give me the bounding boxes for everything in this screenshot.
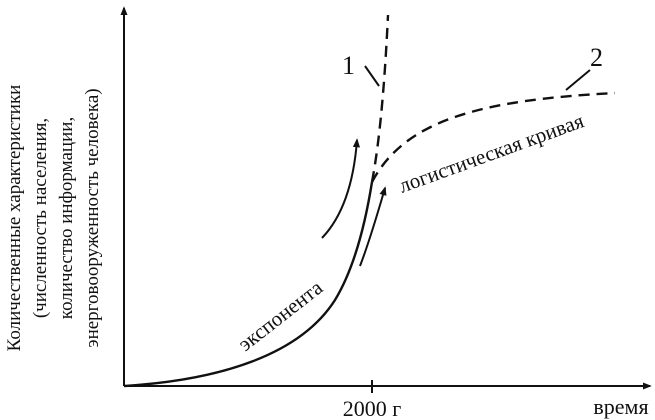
exponent-arrow bbox=[321, 138, 361, 239]
marker-1-leader bbox=[364, 65, 380, 87]
y-axis-label-line-3: количество информации, bbox=[56, 117, 77, 319]
marker-1-label: 1 bbox=[342, 51, 355, 80]
exponent-label: экспонента bbox=[233, 275, 327, 356]
y-axis-label-line-1: Количественные характеристики bbox=[4, 85, 25, 352]
logistic-continuation-dashed bbox=[370, 91, 616, 183]
y-axis-label-line-4: энерговооруженность человека) bbox=[82, 88, 103, 347]
x-axis-label: время bbox=[593, 394, 648, 419]
y-axis-label-line-2: (численность населения, bbox=[30, 118, 51, 318]
logistic-label: логистическая кривая bbox=[396, 108, 588, 197]
exponent-curve-solid bbox=[123, 181, 374, 388]
marker-2-label: 2 bbox=[590, 43, 603, 72]
x-tick-2000-label: 2000 г bbox=[343, 396, 402, 420]
marker-2-leader bbox=[565, 69, 591, 91]
logistic-arrow bbox=[359, 186, 387, 267]
exponential-continuation-dashed bbox=[370, 14, 390, 183]
y-axis-label: Количественные характеристики (численнос… bbox=[4, 85, 103, 352]
